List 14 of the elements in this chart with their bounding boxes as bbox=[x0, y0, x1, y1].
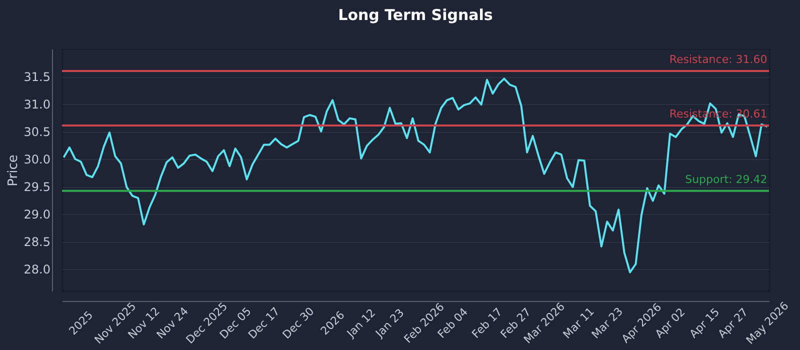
y-tick-label: 31.5 bbox=[24, 70, 50, 84]
ref-line-label: Resistance: 31.60 bbox=[669, 53, 768, 66]
y-tick-label: 28.0 bbox=[24, 262, 50, 276]
y-tick-label: 30.0 bbox=[24, 152, 50, 166]
y-tick-label: 29.0 bbox=[24, 208, 50, 222]
y-tick-label: 31.0 bbox=[24, 98, 50, 112]
y-tick-label: 28.5 bbox=[24, 235, 50, 249]
x-tick-label: Dec 30 bbox=[280, 304, 317, 342]
y-tick-label: 29.5 bbox=[24, 180, 50, 194]
y-tick-label: 30.5 bbox=[24, 125, 50, 139]
y-axis-title: Price bbox=[6, 154, 21, 186]
chart-title: Long Term Signals bbox=[338, 6, 493, 24]
ref-line-label: Support: 29.42 bbox=[685, 172, 768, 186]
line-series bbox=[62, 78, 768, 274]
